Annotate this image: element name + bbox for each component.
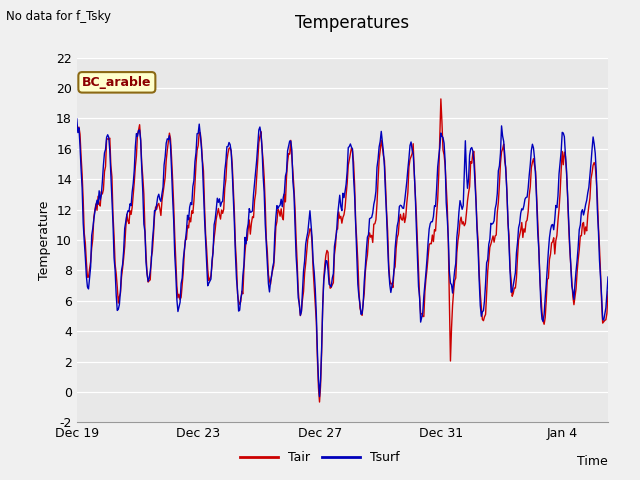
Text: Time: Time xyxy=(577,455,608,468)
Legend: Tair, Tsurf: Tair, Tsurf xyxy=(236,446,404,469)
Text: Temperatures: Temperatures xyxy=(295,14,409,33)
Y-axis label: Temperature: Temperature xyxy=(38,200,51,280)
Text: No data for f_Tsky: No data for f_Tsky xyxy=(6,10,111,23)
Text: BC_arable: BC_arable xyxy=(82,76,152,89)
